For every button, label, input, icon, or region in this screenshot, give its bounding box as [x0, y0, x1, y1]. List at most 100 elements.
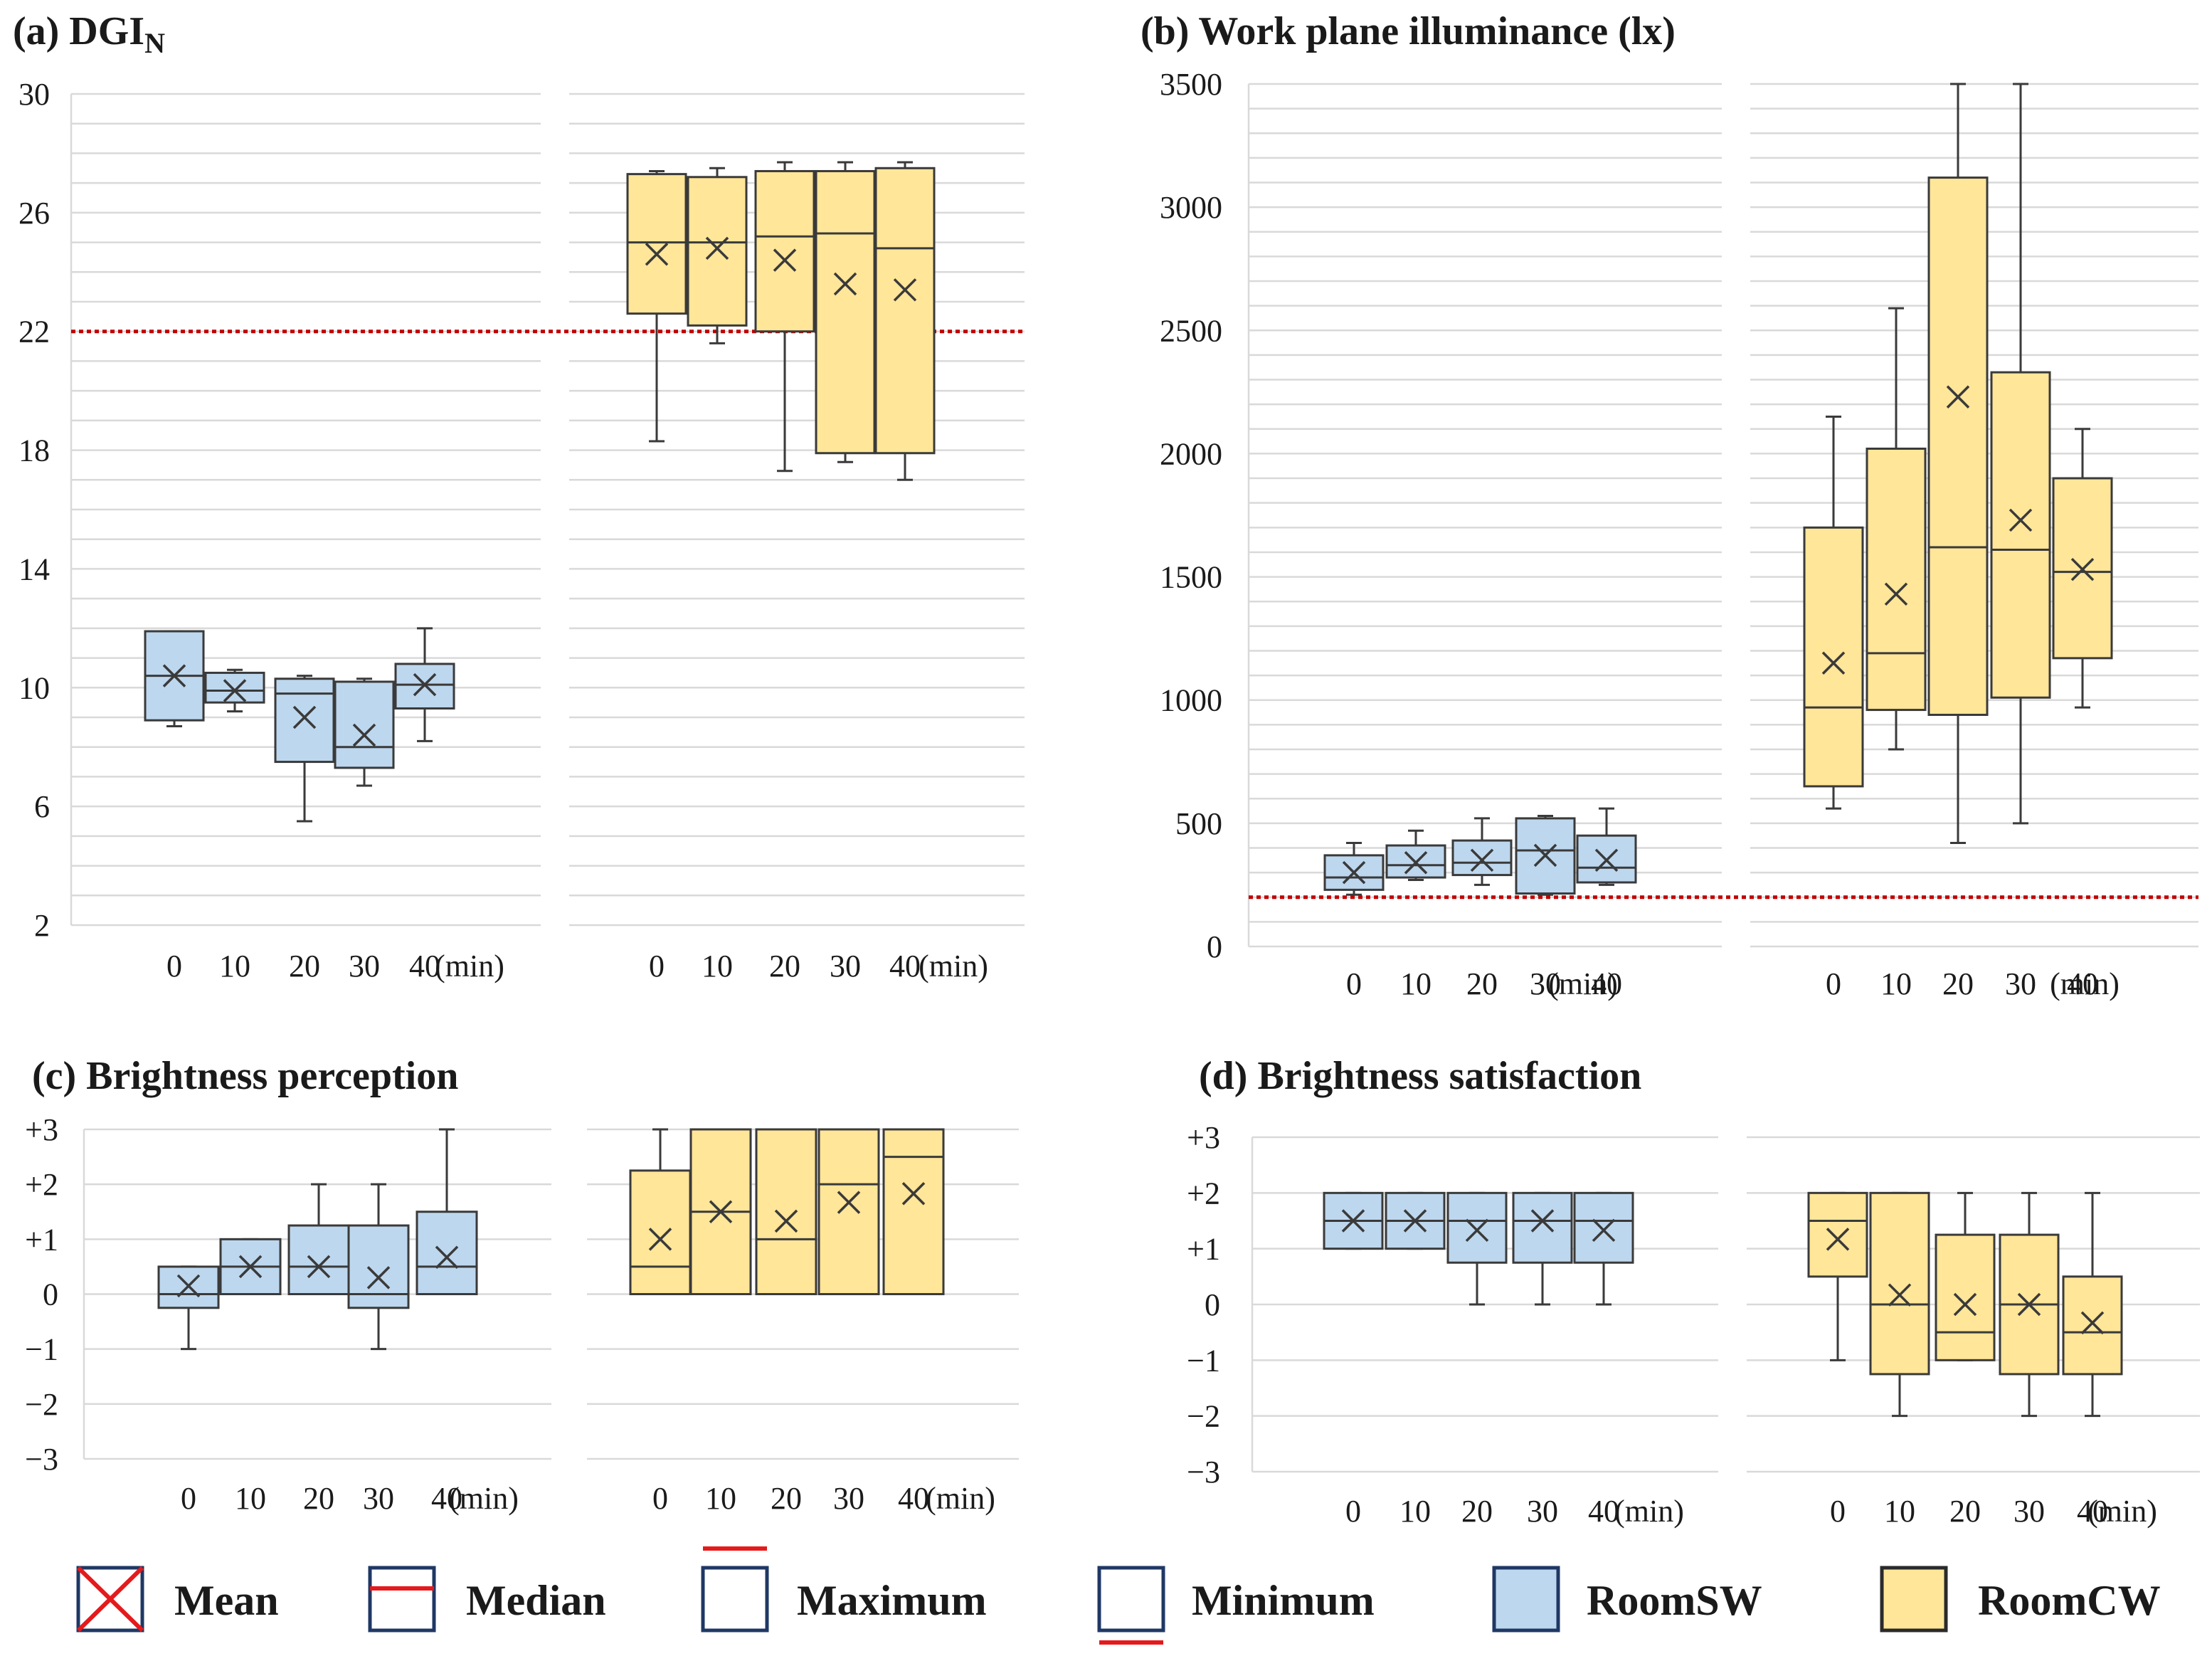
legend-label-roomcw: RoomCW	[1978, 1577, 2161, 1624]
x-tick-label: 40	[1591, 966, 1622, 1001]
x-unit-label: (min)	[435, 949, 504, 983]
y-tick-label: 26	[18, 196, 50, 231]
box-roomcw-40	[874, 161, 936, 481]
mean-marker	[223, 679, 247, 702]
y-tick-label: 2	[34, 908, 50, 943]
x-tick-label: 40	[898, 1481, 929, 1516]
iqr-box	[626, 173, 687, 315]
iqr-box	[1512, 1191, 1573, 1264]
x-tick-label: 20	[1949, 1494, 1981, 1529]
x-tick-label: 0	[1345, 1494, 1361, 1529]
mean-marker	[1946, 385, 1970, 409]
panel-d-grid-0	[1251, 1136, 1718, 1473]
panel-title-subscript: N	[144, 27, 165, 59]
y-tick-label: 1500	[1160, 560, 1222, 595]
y-tick-label: 0	[1205, 1287, 1220, 1322]
mean-marker	[162, 664, 186, 687]
legend-swatch	[1880, 1566, 1948, 1633]
y-tick-label: 3000	[1160, 190, 1222, 225]
legend-label-mean: Mean	[174, 1577, 279, 1624]
x-tick-label: 10	[1400, 966, 1432, 1001]
legend-label-maximum: Maximum	[797, 1577, 987, 1624]
box-roomcw-40	[2052, 428, 2113, 709]
box-roomcw-30	[815, 161, 876, 463]
panel-a-title: (a) DGIN	[13, 9, 165, 59]
box-roomsw-10	[204, 668, 265, 713]
iqr-box	[1866, 448, 1927, 712]
panel-b-grid-0	[1247, 83, 1722, 948]
mean-marker	[1530, 1209, 1555, 1233]
iqr-box	[882, 1128, 945, 1295]
box-roomcw-40	[2062, 1191, 2123, 1418]
x-tick-label: 40	[1588, 1494, 1619, 1529]
x-unit-label: (min)	[449, 1481, 519, 1516]
mean-marker	[1404, 851, 1428, 875]
iqr-box	[334, 680, 395, 769]
x-tick-label: 0	[1346, 966, 1362, 1001]
iqr-box	[274, 677, 335, 764]
iqr-box	[1446, 1191, 1508, 1264]
y-tick-label: 22	[18, 315, 50, 349]
y-tick-label: 0	[43, 1277, 58, 1312]
x-tick-label: 40	[2067, 966, 2098, 1001]
minimum-whisker-icon	[1097, 1566, 1165, 1645]
legend-swatch	[1492, 1566, 1560, 1633]
x-tick-label: 20	[771, 1481, 802, 1516]
series-roomcw	[629, 1128, 945, 1295]
legend-label-roomsw: RoomSW	[1587, 1577, 1762, 1624]
x-tick-label: 30	[2013, 1494, 2045, 1529]
mean-marker	[435, 1245, 459, 1270]
legend-box	[368, 1566, 436, 1633]
mean-marker	[2009, 508, 2033, 532]
panel-c: (c) Brightness perception −3 −2 −1 0 +1 +2 +3 0 1…	[25, 1054, 1019, 1516]
box-roomsw-10	[1385, 829, 1446, 882]
x-tick-label: 20	[303, 1481, 334, 1516]
box-roomsw-40	[1576, 807, 1637, 886]
legend-box	[701, 1566, 769, 1633]
x-tick-label: 20	[1461, 1494, 1493, 1529]
box-roomsw-20	[287, 1183, 350, 1295]
iqr-box	[817, 1128, 880, 1295]
maximum-whisker-icon	[701, 1546, 769, 1633]
x-tick-label: 30	[363, 1481, 394, 1516]
panel-title-main: (b) Work plane illuminance (lx)	[1141, 9, 1676, 53]
iqr-box	[2062, 1275, 2123, 1376]
mean-marker	[2070, 557, 2095, 581]
x-tick-label: 0	[652, 1481, 668, 1516]
x-tick-label: 10	[1884, 1494, 1915, 1529]
mean-marker	[413, 673, 437, 697]
median-line-icon	[368, 1566, 436, 1633]
mean-marker	[833, 272, 857, 296]
box-roomsw-30	[1512, 1191, 1573, 1306]
x-tick-label: 20	[1466, 966, 1498, 1001]
legend: Mean Median Maximum Minimum RoomSW RoomCW	[76, 1546, 2161, 1645]
iqr-box	[204, 671, 265, 704]
y-tick-label: +2	[1187, 1176, 1220, 1211]
y-tick-label: 6	[34, 789, 50, 824]
mean-marker	[1403, 1209, 1427, 1233]
mean-marker	[705, 236, 729, 260]
x-tick-label: 20	[1942, 966, 1974, 1001]
y-tick-label: 2000	[1160, 436, 1222, 471]
iqr-box	[755, 1128, 817, 1295]
mean-marker	[1592, 1218, 1616, 1243]
box-roomcw-10	[1869, 1191, 1930, 1418]
x-unit-label: (min)	[1614, 1494, 1684, 1529]
x-tick-label: 0	[166, 949, 182, 983]
box-roomsw-20	[1451, 817, 1513, 886]
box-roomsw-30	[1515, 814, 1576, 896]
box-roomsw-20	[1446, 1191, 1508, 1306]
box-roomsw-20	[274, 675, 335, 823]
x-tick-label: 0	[181, 1481, 196, 1516]
box-roomcw-40	[882, 1128, 945, 1295]
x-tick-label: 30	[833, 1481, 864, 1516]
iqr-box	[1990, 371, 2051, 699]
box-roomcw-20	[1927, 83, 1989, 845]
x-tick-label: 20	[289, 949, 320, 983]
x-tick-label: 30	[2005, 966, 2036, 1001]
box-roomcw-30	[817, 1128, 880, 1295]
box-roomcw-20	[754, 161, 815, 473]
mean-marker	[292, 705, 317, 729]
y-tick-label: −2	[25, 1387, 58, 1422]
